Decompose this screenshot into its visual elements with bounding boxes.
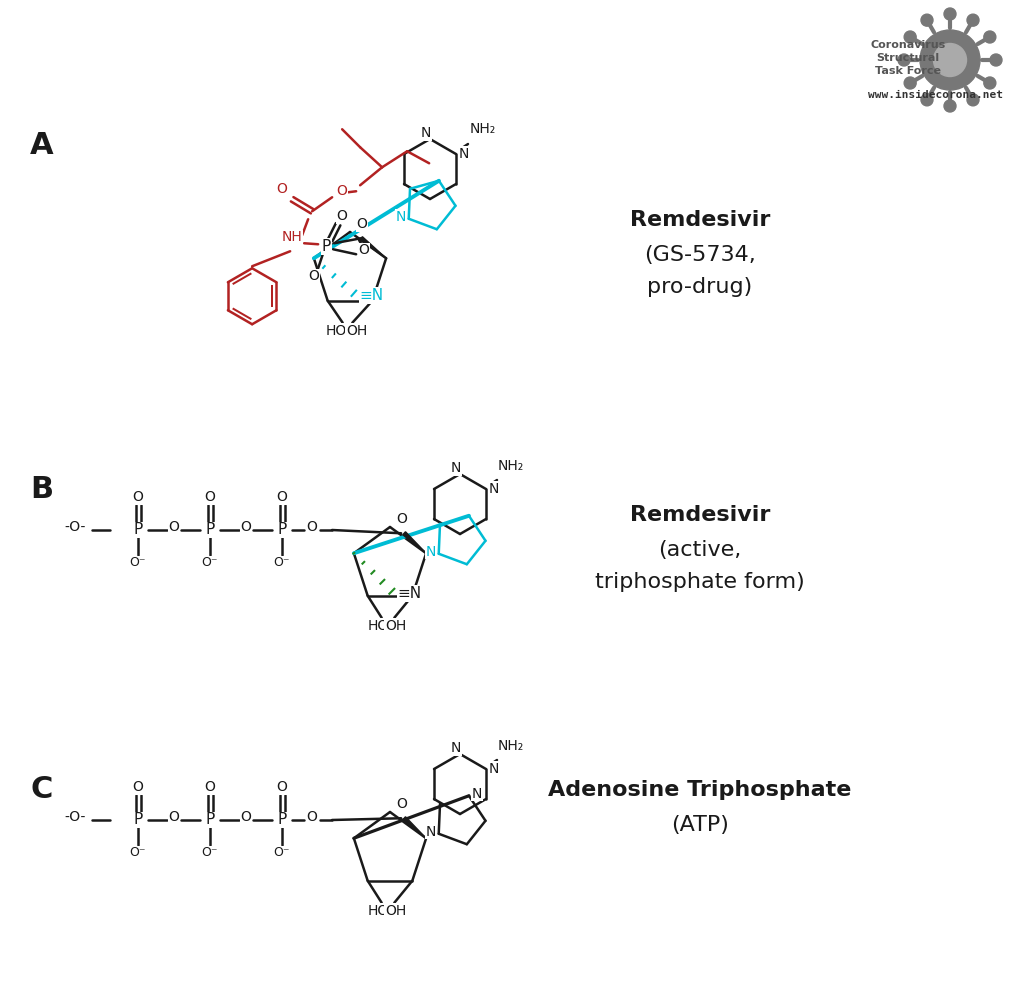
Text: NH: NH <box>282 230 302 244</box>
Polygon shape <box>359 237 386 259</box>
Circle shape <box>990 54 1002 66</box>
Text: N: N <box>421 126 431 140</box>
Text: B: B <box>31 476 53 504</box>
Text: O⁻: O⁻ <box>273 556 290 569</box>
Text: NH₂: NH₂ <box>498 739 524 753</box>
Text: O: O <box>276 490 288 504</box>
Text: P: P <box>206 813 215 828</box>
Text: N: N <box>459 147 469 161</box>
Text: O: O <box>276 182 288 197</box>
Text: C: C <box>31 776 53 804</box>
Text: O: O <box>276 780 288 794</box>
Text: P: P <box>322 239 331 254</box>
Text: OH: OH <box>346 323 368 338</box>
Circle shape <box>967 14 979 27</box>
Text: O: O <box>337 209 347 223</box>
Circle shape <box>921 93 933 106</box>
Text: O: O <box>358 243 370 258</box>
Text: O: O <box>241 810 252 824</box>
Circle shape <box>934 43 967 77</box>
Text: O: O <box>205 780 215 794</box>
Text: NH₂: NH₂ <box>498 459 524 473</box>
Text: P: P <box>278 813 287 828</box>
Text: www.insidecorona.net: www.insidecorona.net <box>867 90 1002 100</box>
Text: Coronavirus: Coronavirus <box>870 40 945 50</box>
Text: OH: OH <box>385 618 407 633</box>
Text: O: O <box>308 269 319 283</box>
Circle shape <box>921 14 933 27</box>
Text: Adenosine Triphosphate: Adenosine Triphosphate <box>548 780 852 800</box>
Text: N: N <box>426 545 436 558</box>
Text: O: O <box>169 520 179 534</box>
Text: N: N <box>472 786 482 801</box>
Text: A: A <box>30 131 54 159</box>
Text: O⁻: O⁻ <box>273 846 290 859</box>
Text: (GS-5734,: (GS-5734, <box>644 245 756 265</box>
Text: HO: HO <box>326 323 347 338</box>
Text: N: N <box>488 482 499 496</box>
Text: ≡N: ≡N <box>359 288 384 303</box>
Text: O: O <box>169 810 179 824</box>
Text: O: O <box>356 217 368 231</box>
Circle shape <box>920 30 980 90</box>
Text: HO: HO <box>368 618 389 633</box>
Text: O: O <box>132 490 143 504</box>
Text: O⁻: O⁻ <box>130 846 146 859</box>
Polygon shape <box>402 532 426 553</box>
Text: (active,: (active, <box>658 540 741 560</box>
Text: ≡N: ≡N <box>397 586 422 601</box>
Text: Structural: Structural <box>877 53 940 63</box>
Text: O: O <box>337 184 347 199</box>
Text: Remdesivir: Remdesivir <box>630 210 770 230</box>
Text: P: P <box>133 523 142 538</box>
Text: NH₂: NH₂ <box>470 122 496 136</box>
Text: O: O <box>396 512 408 526</box>
Text: (ATP): (ATP) <box>671 815 729 835</box>
Text: Remdesivir: Remdesivir <box>630 505 770 525</box>
Text: O⁻: O⁻ <box>202 556 218 569</box>
Text: O: O <box>396 797 408 811</box>
Text: O: O <box>306 520 317 534</box>
Text: P: P <box>133 813 142 828</box>
Text: P: P <box>278 523 287 538</box>
Text: -O-: -O- <box>65 810 86 824</box>
Circle shape <box>944 8 956 20</box>
Text: O: O <box>306 810 317 824</box>
Circle shape <box>904 31 916 43</box>
Circle shape <box>904 77 916 89</box>
Polygon shape <box>402 817 426 838</box>
Text: N: N <box>451 461 461 475</box>
Text: triphosphate form): triphosphate form) <box>595 572 805 592</box>
Text: O⁻: O⁻ <box>130 556 146 569</box>
Circle shape <box>944 100 956 112</box>
Text: HO: HO <box>368 903 389 918</box>
Circle shape <box>967 93 979 106</box>
Text: pro-drug): pro-drug) <box>647 277 753 297</box>
Text: OH: OH <box>385 903 407 918</box>
Text: -O-: -O- <box>65 520 86 534</box>
Text: N: N <box>488 762 499 776</box>
Text: O: O <box>205 490 215 504</box>
Text: Task Force: Task Force <box>874 66 941 76</box>
Text: N: N <box>451 741 461 755</box>
Circle shape <box>984 77 995 89</box>
Text: O: O <box>241 520 252 534</box>
Text: O: O <box>132 780 143 794</box>
Text: P: P <box>206 523 215 538</box>
Text: N: N <box>395 209 406 224</box>
Circle shape <box>984 31 995 43</box>
Circle shape <box>898 54 910 66</box>
Text: O⁻: O⁻ <box>202 846 218 859</box>
Text: N: N <box>426 825 436 838</box>
